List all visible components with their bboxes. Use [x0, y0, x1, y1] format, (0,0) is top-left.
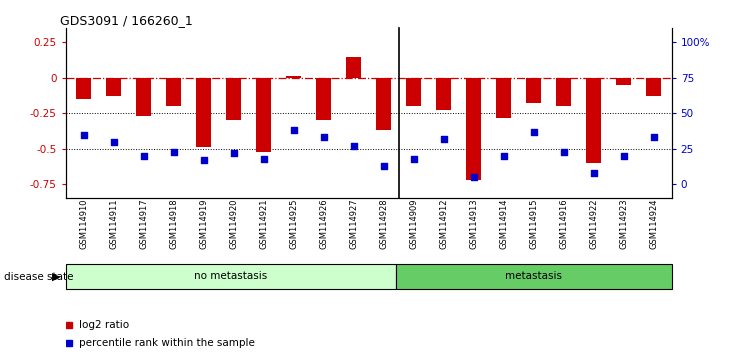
Text: GSM114915: GSM114915	[529, 198, 538, 249]
Text: metastasis: metastasis	[505, 271, 562, 281]
Point	[138, 153, 150, 159]
Bar	[137, 78, 151, 116]
Point	[378, 163, 390, 169]
Bar	[556, 78, 571, 106]
Point	[198, 157, 210, 163]
Bar	[436, 78, 451, 110]
Point	[528, 129, 539, 135]
Text: GSM114912: GSM114912	[439, 198, 448, 249]
Text: GSM114917: GSM114917	[139, 198, 148, 249]
Point	[258, 156, 269, 161]
Point	[168, 149, 180, 154]
Bar	[526, 78, 541, 103]
Text: GSM114918: GSM114918	[169, 198, 178, 249]
Text: GDS3091 / 166260_1: GDS3091 / 166260_1	[60, 14, 193, 27]
Bar	[496, 78, 511, 118]
Text: GSM114920: GSM114920	[229, 198, 238, 249]
Text: GSM114924: GSM114924	[649, 198, 658, 249]
Point	[588, 170, 599, 176]
Bar	[106, 78, 121, 96]
Bar	[286, 76, 301, 78]
Point	[288, 127, 299, 133]
Bar	[66, 264, 396, 289]
Text: GSM114914: GSM114914	[499, 198, 508, 249]
Point	[108, 139, 120, 144]
Text: GSM114922: GSM114922	[589, 198, 598, 249]
Bar	[406, 78, 421, 106]
Bar	[346, 57, 361, 78]
Bar	[646, 78, 661, 96]
Point	[438, 136, 450, 142]
Text: disease state: disease state	[4, 272, 73, 282]
Text: GSM114928: GSM114928	[379, 198, 388, 249]
Bar	[396, 264, 672, 289]
Point	[498, 153, 510, 159]
Point	[347, 143, 359, 149]
Bar	[256, 78, 271, 152]
Text: GSM114923: GSM114923	[619, 198, 628, 249]
Text: GSM114910: GSM114910	[79, 198, 88, 249]
Text: GSM114909: GSM114909	[409, 198, 418, 249]
Bar	[166, 78, 181, 106]
Text: GSM114919: GSM114919	[199, 198, 208, 249]
Point	[318, 135, 329, 140]
Text: no metastasis: no metastasis	[194, 271, 267, 281]
Point	[78, 132, 90, 137]
Point	[408, 156, 420, 161]
Text: GSM114925: GSM114925	[289, 198, 298, 249]
Text: GSM114926: GSM114926	[319, 198, 328, 249]
Point	[468, 174, 480, 180]
Point	[618, 153, 629, 159]
Bar	[316, 78, 331, 120]
Text: percentile rank within the sample: percentile rank within the sample	[79, 338, 255, 348]
Text: GSM114913: GSM114913	[469, 198, 478, 249]
Bar	[586, 78, 601, 163]
Text: GSM114911: GSM114911	[110, 198, 118, 249]
Bar	[226, 78, 241, 120]
Bar	[376, 78, 391, 130]
Bar	[76, 78, 91, 99]
Bar	[196, 78, 211, 147]
Text: GSM114916: GSM114916	[559, 198, 568, 249]
Bar	[616, 78, 631, 85]
Point	[228, 150, 239, 156]
Text: GSM114927: GSM114927	[349, 198, 358, 249]
Text: GSM114921: GSM114921	[259, 198, 268, 249]
Text: log2 ratio: log2 ratio	[79, 320, 129, 330]
Bar	[466, 78, 481, 180]
Point	[648, 135, 659, 140]
Text: ▶: ▶	[52, 272, 61, 282]
Point	[558, 149, 569, 154]
